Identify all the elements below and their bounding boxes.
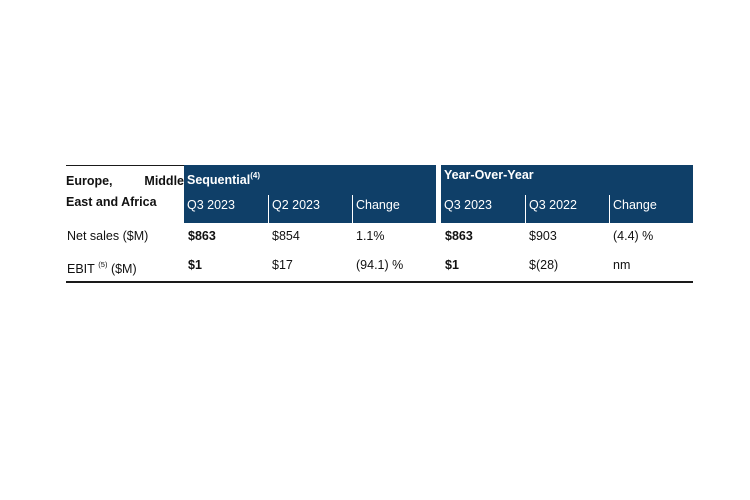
header-yoy-q3-2022: Q3 2022 [525, 195, 609, 223]
cell-yoy-q3-2023: $863 [445, 229, 473, 243]
sequential-header: Sequential(4) [184, 165, 436, 190]
cell-yoy-change: (4.4) % [613, 229, 654, 243]
cell-seq-change: (94.1) % [356, 258, 404, 272]
cell-seq-change: 1.1% [356, 229, 385, 243]
ebit-footnote: (5) [98, 260, 108, 269]
cell-seq-q3-2023: $1 [188, 258, 202, 272]
financial-table: Europe, Middle East and Africa [66, 165, 693, 283]
cell-seq-q2-2023: $854 [272, 229, 300, 243]
header-seq-q3-2023: Q3 2023 [187, 198, 235, 212]
cell-yoy-q3-2022: $(28) [529, 258, 559, 272]
table-bottom-rule [66, 281, 693, 283]
header-seq-change: Change [352, 195, 436, 223]
sequential-title: Sequential [187, 173, 251, 187]
region-label-line1-right: Middle [144, 174, 184, 188]
sequential-subheader: Q3 2023 Q2 2023 Change [184, 190, 436, 223]
cell-yoy-q3-2022: $903 [529, 229, 557, 243]
header-seq-q2-2023: Q2 2023 [268, 195, 352, 223]
header-yoy-q3-2023: Q3 2023 [444, 198, 492, 212]
region-label: Europe, Middle East and Africa [66, 165, 184, 223]
row-label-ebit: EBIT (5) ($M) [67, 255, 137, 279]
sequential-footnote: (4) [250, 171, 260, 180]
cell-seq-q3-2023: $863 [188, 229, 216, 243]
region-label-line2: East and Africa [66, 195, 157, 209]
cell-seq-q2-2023: $17 [272, 258, 293, 272]
row-label-ebit-prefix: EBIT [67, 262, 95, 276]
row-label-net-sales: Net sales ($M) [67, 229, 149, 243]
cell-yoy-q3-2023: $1 [445, 258, 459, 272]
header-yoy-change: Change [609, 195, 693, 223]
region-label-line1-left: Europe, [66, 174, 113, 188]
cell-yoy-change: nm [613, 258, 631, 272]
yoy-header: Year-Over-Year [441, 165, 693, 190]
yoy-subheader: Q3 2023 Q3 2022 Change [441, 190, 693, 223]
yoy-title: Year-Over-Year [444, 168, 534, 182]
row-label-ebit-suffix: ($M) [110, 262, 137, 276]
